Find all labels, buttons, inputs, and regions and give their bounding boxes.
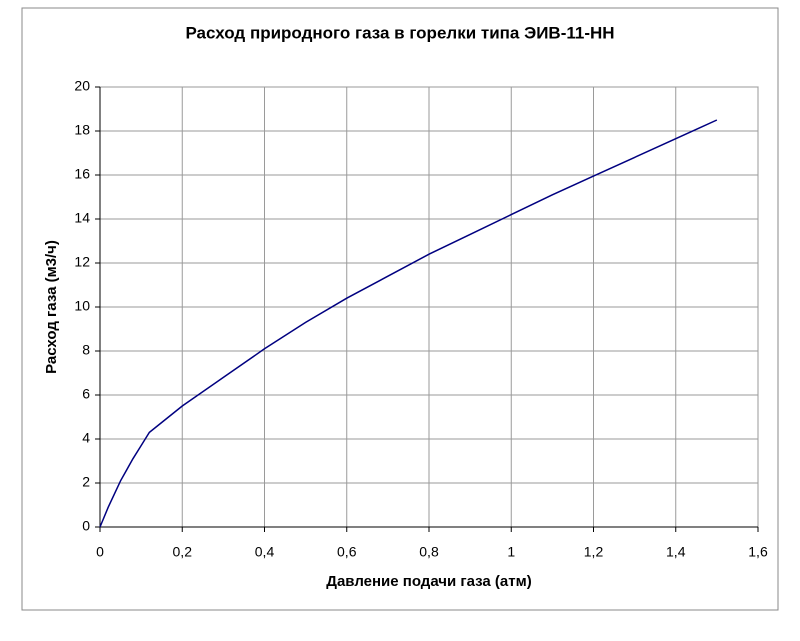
y-tick-label: 12 [74,254,90,270]
x-tick-label: 1,2 [584,544,604,560]
y-tick-label: 8 [82,342,90,358]
y-axis-label: Расход газа (м3/ч) [43,240,60,374]
x-tick-label: 1,6 [748,544,768,560]
x-axis-label: Давление подачи газа (атм) [326,573,531,590]
y-tick-label: 10 [74,298,90,314]
x-tick-label: 0,6 [337,544,357,560]
x-tick-label: 1 [507,544,515,560]
y-tick-label: 4 [82,430,90,446]
x-tick-label: 0,4 [255,544,275,560]
x-tick-label: 1,4 [666,544,686,560]
chart-title: Расход природного газа в горелки типа ЭИ… [185,23,614,42]
y-tick-label: 16 [74,166,90,182]
data-line [99,119,718,528]
y-tick-label: 6 [82,386,90,402]
y-tick-label: 14 [74,210,90,226]
y-tick-label: 18 [74,122,90,138]
y-tick-label: 2 [82,474,90,490]
x-tick-label: 0,2 [173,544,193,560]
y-tick-label: 20 [74,78,90,94]
x-tick-label: 0 [96,544,104,560]
x-tick-label: 0,8 [419,544,439,560]
y-tick-label: 0 [82,518,90,534]
